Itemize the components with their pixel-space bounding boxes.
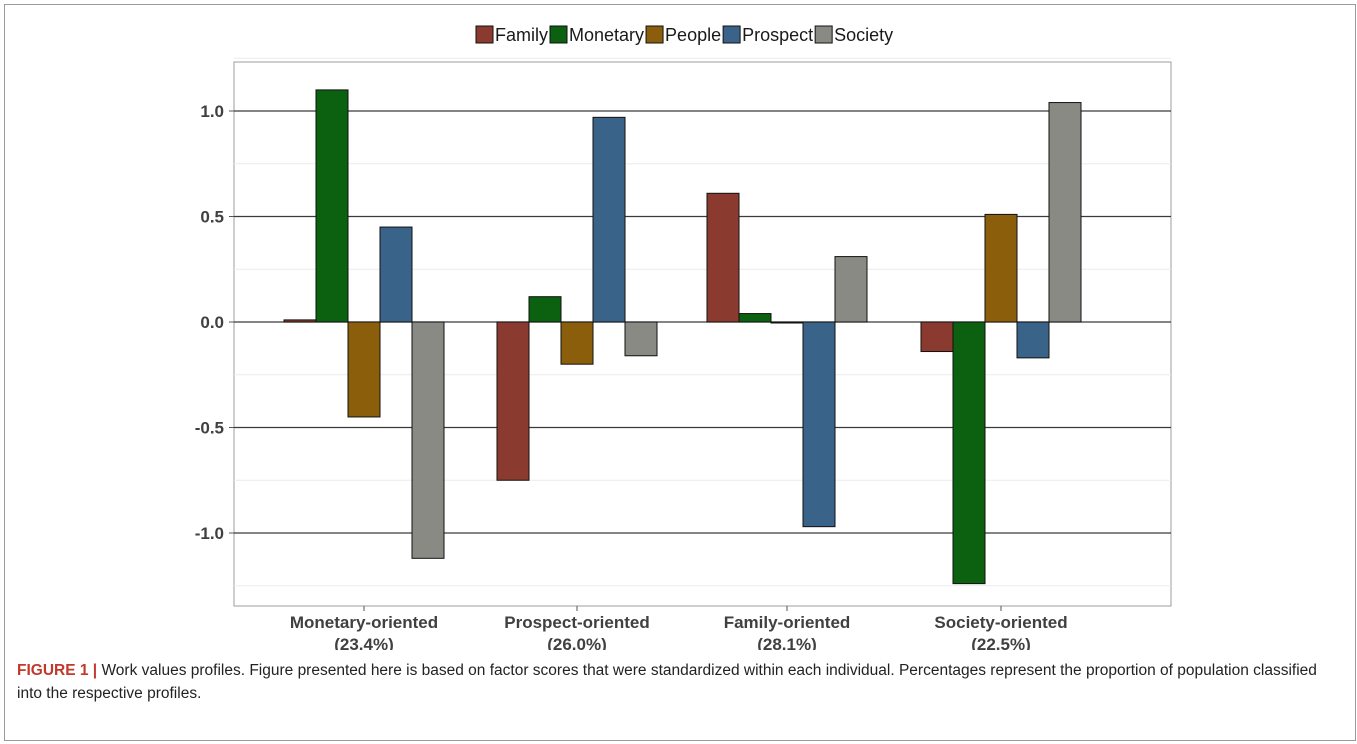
x-tick-label: Prospect-oriented: [504, 613, 649, 632]
legend-label-people: People: [665, 25, 721, 45]
bar-family: [920, 321, 954, 353]
legend-swatch-monetary: [549, 25, 568, 44]
y-tick-label: -1.0: [195, 524, 224, 543]
bar-family: [283, 319, 317, 323]
bar-prospect: [379, 226, 413, 323]
bar-society: [411, 321, 445, 559]
plot-panel: [233, 61, 1172, 607]
bar-people: [347, 321, 381, 418]
bar-family: [706, 192, 740, 323]
legend-label-family: Family: [495, 25, 548, 45]
bar-monetary: [738, 313, 772, 323]
bar-chart: Family Monetary People Prospect Society 1.0 0…: [195, 25, 1172, 650]
x-tick-label: (23.4%): [334, 635, 394, 650]
legend-swatch-prospect: [722, 25, 741, 44]
bar-monetary: [315, 89, 349, 323]
x-tick-label: Monetary-oriented: [290, 613, 438, 632]
bars: [283, 89, 1082, 585]
legend-swatch-society: [814, 25, 833, 44]
y-axis: 1.0 0.5 0.0 -0.5 -1.0: [195, 102, 234, 543]
y-tick-label: 0.5: [200, 208, 224, 227]
bar-people: [984, 213, 1018, 323]
bar-family: [496, 321, 530, 481]
x-tick-label: (26.0%): [547, 635, 607, 650]
bar-people: [770, 321, 804, 324]
legend-label-prospect: Prospect: [742, 25, 813, 45]
x-tick-label: Society-oriented: [934, 613, 1067, 632]
legend-swatch-people: [645, 25, 664, 44]
bar-society: [1048, 102, 1082, 323]
legend: Family Monetary People Prospect Society: [475, 25, 893, 45]
bar-prospect: [592, 116, 626, 323]
bar-monetary: [528, 296, 562, 323]
x-tick-label: Family-oriented: [724, 613, 851, 632]
y-tick-label: 0.0: [200, 313, 224, 332]
y-tick-label: -0.5: [195, 419, 224, 438]
y-tick-label: 1.0: [200, 102, 224, 121]
bar-people: [560, 321, 594, 365]
x-tick-label: (22.5%): [971, 635, 1031, 650]
legend-label-monetary: Monetary: [569, 25, 644, 45]
legend-swatch-family: [475, 25, 494, 44]
figure-caption: FIGURE 1 | Work values profiles. Figure …: [17, 659, 1342, 705]
caption-text: Work values profiles. Figure presented h…: [17, 662, 1317, 702]
x-tick-label: (28.1%): [757, 635, 817, 650]
bar-prospect: [1016, 321, 1050, 359]
bar-monetary: [952, 321, 986, 585]
x-axis: Monetary-oriented (23.4%) Prospect-oriente…: [290, 606, 1068, 650]
bar-society: [834, 256, 868, 323]
legend-label-society: Society: [834, 25, 893, 45]
bar-prospect: [802, 321, 836, 528]
bar-society: [624, 321, 658, 357]
caption-label: FIGURE 1 |: [17, 662, 98, 679]
